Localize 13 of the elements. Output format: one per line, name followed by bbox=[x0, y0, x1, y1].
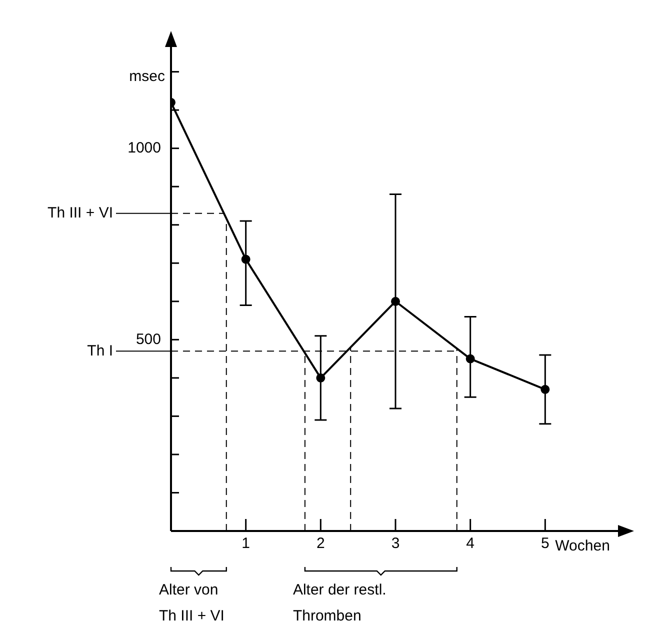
ref-line-label: Th I bbox=[87, 342, 113, 360]
ref-line-label: Th III + VI bbox=[48, 204, 113, 222]
text: Alter von Th III + VI bbox=[159, 582, 224, 625]
x-tick-label: 4 bbox=[466, 535, 475, 552]
x-tick-label: 2 bbox=[316, 535, 325, 552]
x-axis-title: Wochen bbox=[555, 538, 610, 555]
y-axis-title: msec bbox=[129, 68, 166, 86]
x-tick-label: 3 bbox=[391, 535, 400, 552]
x-tick-label: 1 bbox=[242, 535, 250, 552]
y-tick-label: 1000 bbox=[128, 139, 161, 156]
y-tick-label: 500 bbox=[136, 330, 161, 348]
x-tick-label: 5 bbox=[540, 535, 550, 552]
text: Alter der restl. Thromben bbox=[292, 582, 386, 625]
